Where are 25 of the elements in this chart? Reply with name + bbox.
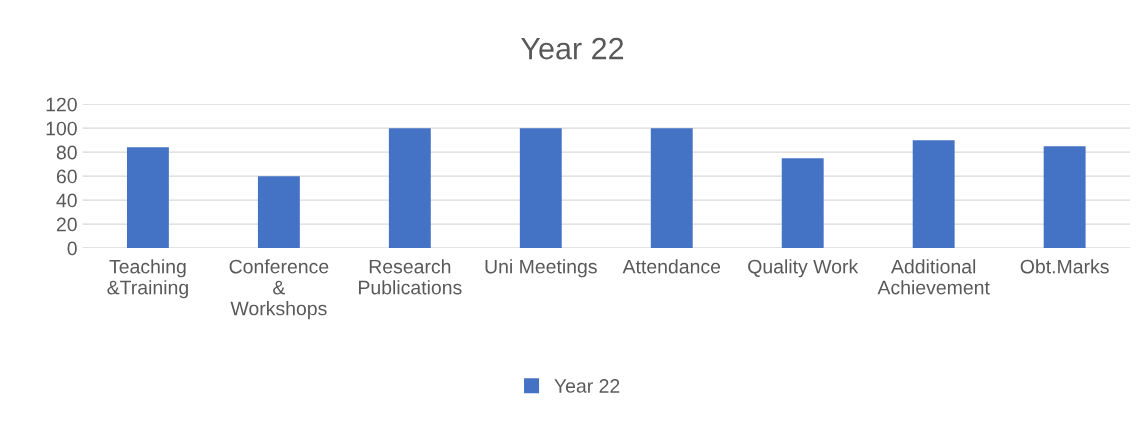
legend-label: Year 22 <box>554 379 620 393</box>
bar <box>650 128 693 249</box>
x-tick-label: Quality Work <box>748 259 859 278</box>
x-tick-label: Additional Achievement <box>877 259 990 295</box>
bar <box>781 158 824 249</box>
bar <box>1043 146 1086 249</box>
bar <box>519 128 562 249</box>
chart-title: Year 22 <box>521 37 624 60</box>
x-tick-label: Uni Meetings <box>485 259 597 278</box>
x-tick-label: Obt.Marks <box>1020 259 1109 274</box>
x-tick-label: Conference & Workshops <box>229 259 329 320</box>
y-tick-label: 40 <box>56 193 77 208</box>
bar <box>257 176 300 249</box>
x-tick-label: Attendance <box>622 259 721 274</box>
bar <box>912 140 955 249</box>
bar <box>388 128 431 249</box>
y-tick-label: 60 <box>56 169 77 184</box>
y-tick-label: 80 <box>56 145 77 160</box>
x-tick-label: Teaching &Training <box>107 259 188 299</box>
y-tick-label: 120 <box>46 97 77 112</box>
x-tick-label: Research Publications <box>359 259 462 295</box>
y-tick-label: 0 <box>67 241 77 256</box>
bar <box>126 147 169 249</box>
y-tick-label: 20 <box>56 217 77 232</box>
y-tick-label: 100 <box>46 121 77 136</box>
